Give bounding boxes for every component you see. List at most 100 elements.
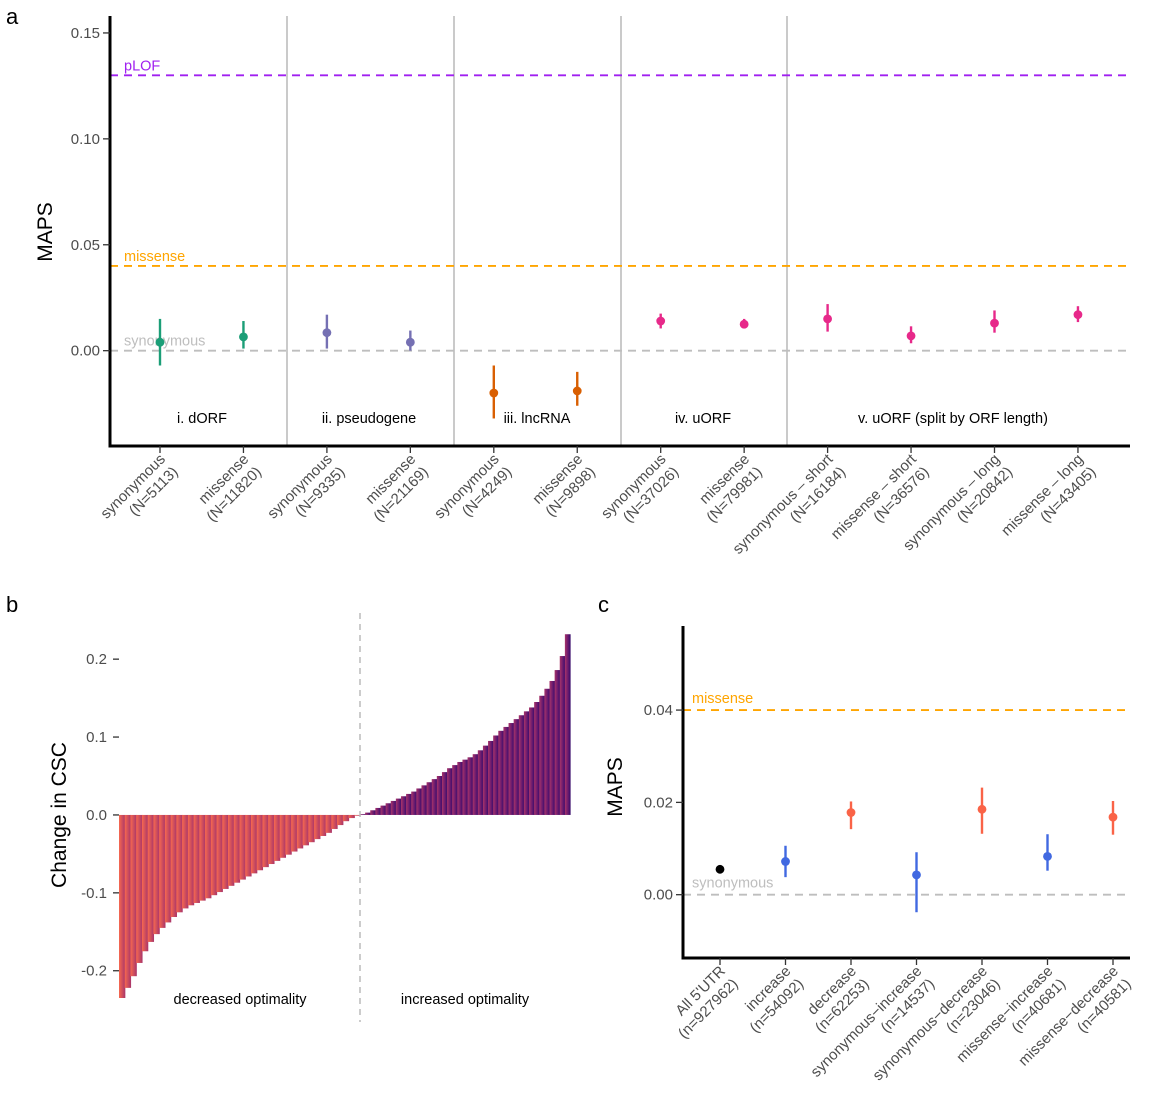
x-tick-label: synonymous(N=37026) <box>598 451 682 535</box>
csc-bar-increased <box>508 723 515 815</box>
csc-bar-decreased <box>268 814 275 865</box>
x-tick-label: missense – long(N=43405) <box>998 451 1099 552</box>
csc-bar-increased <box>503 726 510 815</box>
y-tick-label: 0.00 <box>644 887 673 904</box>
csc-bar-decreased <box>273 814 281 861</box>
csc-bar-increased <box>534 702 540 815</box>
data-point <box>781 857 790 866</box>
reference-label-synonymous: synonymous <box>692 876 773 892</box>
y-tick-label: 0.02 <box>644 794 673 811</box>
csc-bar-decreased <box>210 814 218 896</box>
csc-bar-decreased <box>130 814 137 977</box>
csc-bar-increased <box>426 782 433 815</box>
x-tick-label: increase(n=54092) <box>734 963 807 1036</box>
data-point <box>489 388 499 398</box>
csc-bar-decreased <box>205 814 212 899</box>
csc-bar-decreased <box>262 814 269 868</box>
panel-b-chart: -0.2 -0.1 0.0 0.1 0.2 decreased optimality i… <box>48 613 571 1022</box>
panel-b-axes: -0.2 -0.1 0.0 0.1 0.2 <box>81 651 119 980</box>
csc-bar-increased <box>482 745 489 815</box>
csc-bar-increased <box>564 634 571 815</box>
csc-bar-increased <box>488 740 494 815</box>
csc-bar-increased <box>385 803 392 815</box>
group-label-iii-lncrna: iii. lncRNA <box>504 411 571 427</box>
x-tick-label: missense(N=21169) <box>358 451 432 525</box>
reference-label-plof: pLOF <box>124 58 160 74</box>
csc-bar-increased <box>390 800 397 815</box>
panel-a-points: i. dORF ii. pseudogene iii. lncRNA iv. uORF… <box>155 304 1083 427</box>
x-tick-label: missense(N=9898) <box>529 451 599 521</box>
data-point <box>1073 310 1083 320</box>
panel-b-y-axis-label: Change in CSC <box>48 742 71 888</box>
csc-bar-decreased <box>222 814 229 889</box>
csc-bar-increased <box>549 680 556 815</box>
csc-bar-decreased <box>348 814 355 819</box>
csc-bar-increased <box>447 768 453 815</box>
csc-bar-increased <box>370 810 376 815</box>
y-tick-label: 0.1 <box>86 729 107 746</box>
csc-bar-decreased <box>182 814 189 909</box>
panel-a-reference-lines: pLOF missense synonymous <box>110 58 1130 352</box>
data-point <box>322 328 332 338</box>
csc-bar-decreased <box>245 814 252 877</box>
csc-bar-decreased <box>159 814 166 928</box>
csc-bar-decreased <box>199 814 206 901</box>
data-point <box>405 337 415 347</box>
csc-bar-increased <box>452 765 458 815</box>
x-tick-label: synonymous(N=4249) <box>431 451 515 535</box>
csc-bar-increased <box>395 798 402 815</box>
csc-bar-increased <box>365 812 371 815</box>
csc-bar-increased <box>436 776 443 815</box>
data-point <box>572 386 582 396</box>
data-point <box>239 332 248 342</box>
csc-bar-decreased <box>354 814 361 816</box>
csc-bar-increased <box>441 772 448 815</box>
csc-bar-increased <box>559 656 566 815</box>
csc-bar-decreased <box>136 814 143 963</box>
csc-bar-decreased <box>331 814 338 829</box>
csc-bar-increased <box>431 779 438 815</box>
panel-b-bars <box>119 634 571 998</box>
y-tick-label: 0.15 <box>71 25 100 42</box>
csc-bar-decreased <box>256 814 264 871</box>
csc-bar-increased <box>523 711 530 815</box>
csc-bar-decreased <box>170 814 177 917</box>
panel-label-a: a <box>6 4 19 29</box>
csc-bar-increased <box>462 759 469 815</box>
csc-bar-increased <box>421 785 428 815</box>
csc-bar-increased <box>360 814 366 815</box>
y-tick-label: -0.1 <box>81 885 107 902</box>
data-point <box>1043 851 1052 861</box>
csc-bar-decreased <box>279 814 287 858</box>
y-tick-label: 0.10 <box>71 131 100 148</box>
csc-bar-decreased <box>164 814 172 923</box>
reference-label-missense: missense <box>692 691 753 707</box>
y-tick-label: 0.00 <box>71 343 100 360</box>
csc-bar-decreased <box>119 814 126 998</box>
panel-label-b: b <box>6 592 18 617</box>
csc-bar-increased <box>554 670 561 815</box>
data-point <box>977 804 987 814</box>
csc-bar-increased <box>411 791 417 815</box>
y-tick-label: -0.2 <box>81 963 107 980</box>
panel-b-annotation-decreased: decreased optimality <box>174 992 308 1008</box>
csc-bar-decreased <box>141 814 149 952</box>
csc-bar-decreased <box>342 814 350 822</box>
data-point <box>990 318 999 328</box>
csc-bar-increased <box>529 707 535 815</box>
data-point <box>739 319 749 329</box>
csc-bar-increased <box>513 719 520 815</box>
csc-bar-increased <box>416 788 423 815</box>
x-tick-label: missense(N=79981) <box>691 451 766 526</box>
panel-c-reference-lines: missense synonymous <box>683 691 1130 896</box>
data-point <box>846 808 856 817</box>
group-label-i-dorf: i. dORF <box>177 411 227 427</box>
csc-bar-increased <box>493 735 499 815</box>
reference-label-synonymous: synonymous <box>124 334 205 350</box>
csc-bar-decreased <box>228 814 235 886</box>
csc-bar-increased <box>539 695 545 815</box>
panel-c-y-axis-label: MAPS <box>604 757 627 817</box>
data-point <box>823 314 832 324</box>
